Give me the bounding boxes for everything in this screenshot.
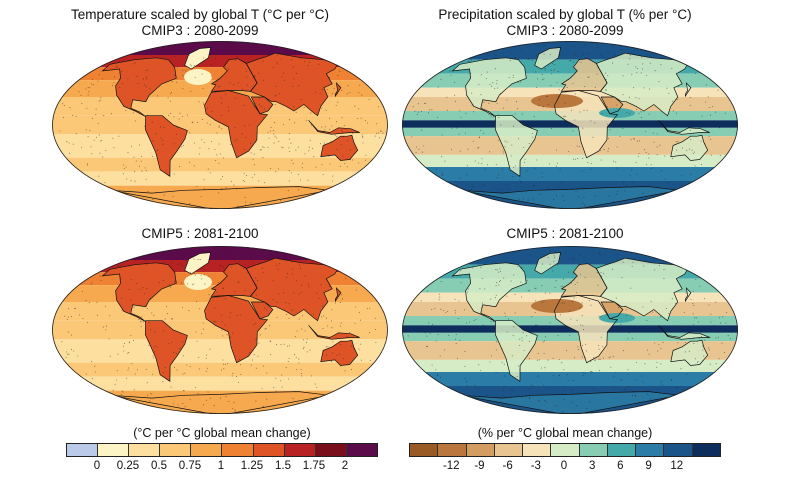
precip-colorbar-tick-label: 3	[588, 460, 596, 472]
temperature-colorbar-ticks: 0 0.25 0.5 0.75 1 1.25 1.5 1.75 2	[66, 460, 376, 476]
precipitation-colorbar-ticks: -12 -9 -6 -3 0 3 6 9 12	[409, 460, 719, 476]
temp-colorbar-swatch	[315, 444, 347, 456]
temp-colorbar-swatch	[67, 444, 99, 456]
temp-colorbar-swatch	[284, 444, 316, 456]
precipitation-panel-title: Precipitation scaled by global T (% per …	[385, 7, 745, 39]
precip-colorbar-swatch	[410, 444, 439, 456]
temp-colorbar-tick-label: 0.25	[116, 460, 140, 472]
precip-colorbar-swatch	[466, 444, 495, 456]
temp-colorbar-tick-label: 0.75	[178, 460, 202, 472]
temp-colorbar-tick-label: 1.25	[240, 460, 264, 472]
precip-colorbar-tick-label: -9	[474, 460, 485, 472]
precip-colorbar-swatch	[523, 444, 552, 456]
temp-colorbar-tick-label: 1.5	[275, 460, 291, 472]
temp-colorbar-swatch	[129, 444, 161, 456]
temperature-map-cmip3	[52, 41, 388, 209]
temp-colorbar-tick-label: 2	[341, 460, 349, 472]
precip-colorbar-tick-label: -12	[442, 460, 460, 472]
precipitation-cmip5-subtitle: CMIP5 : 2081-2100	[506, 226, 624, 241]
precip-colorbar-swatch	[579, 444, 608, 456]
temperature-map-cmip5	[52, 246, 388, 414]
temp-colorbar-swatch	[98, 444, 130, 456]
precip-colorbar-swatch	[664, 444, 693, 456]
temperature-colorbar	[66, 443, 378, 457]
precip-colorbar-tick-label: 12	[670, 460, 684, 472]
temperature-colorbar-label: (°C per °C global mean change)	[133, 426, 311, 440]
temp-colorbar-tick-label: 0	[93, 460, 101, 472]
temp-colorbar-swatch	[191, 444, 223, 456]
temp-colorbar-swatch	[160, 444, 192, 456]
precipitation-map-cmip5	[402, 246, 738, 414]
precipitation-colorbar	[409, 443, 721, 457]
precip-colorbar-swatch	[438, 444, 467, 456]
precip-colorbar-tick-label: -3	[530, 460, 541, 472]
temperature-cmip5-subtitle: CMIP5 : 2081-2100	[141, 226, 259, 241]
precip-colorbar-tick-label: 6	[617, 460, 624, 472]
precip-colorbar-swatch	[494, 444, 524, 456]
temperature-cmip3-subtitle: CMIP3 : 2080-2099	[141, 23, 259, 38]
precipitation-colorbar-label: (% per °C global mean change)	[477, 426, 653, 440]
temp-colorbar-swatch	[222, 444, 254, 456]
temp-colorbar-swatch	[346, 444, 377, 456]
temp-colorbar-tick-label: 1.75	[302, 460, 326, 472]
precip-colorbar-swatch	[636, 444, 665, 456]
precip-colorbar-tick-label: 9	[645, 460, 652, 472]
precipitation-map-cmip3	[402, 41, 738, 209]
temp-colorbar-swatch	[253, 444, 285, 456]
temp-colorbar-tick-label: 0.5	[151, 460, 167, 472]
precip-colorbar-swatch	[607, 444, 637, 456]
precip-colorbar-swatch	[551, 444, 580, 456]
temperature-panel-title: Temperature scaled by global T (°C per °…	[20, 7, 380, 39]
temp-colorbar-tick-label: 1	[217, 460, 225, 472]
precip-colorbar-tick-label: -6	[502, 460, 513, 472]
precip-colorbar-swatch	[692, 444, 720, 456]
precip-colorbar-tick-label: 0	[560, 460, 568, 472]
precipitation-cmip3-subtitle: CMIP3 : 2080-2099	[506, 23, 624, 38]
